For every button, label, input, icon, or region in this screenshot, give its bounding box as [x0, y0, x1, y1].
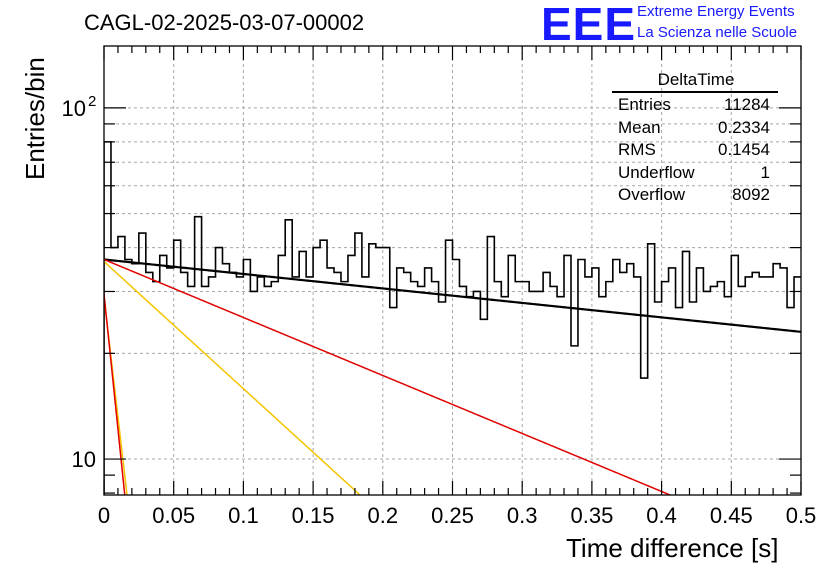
fit-curve-2 — [104, 258, 673, 495]
y-axis-label: Entries/bin — [20, 57, 50, 180]
stat-label: Entries — [618, 95, 671, 114]
stat-row-overflow: Overflow 8092 — [612, 185, 772, 208]
run-title: CAGL-02-2025-03-07-00002 — [84, 10, 365, 35]
x-tick-label: 0.35 — [570, 503, 613, 528]
x-tick-label: 0.5 — [786, 503, 817, 528]
stat-value: 0.2334 — [718, 117, 770, 137]
x-axis-label: Time difference [s] — [566, 533, 779, 563]
histogram-series — [104, 141, 801, 495]
y-tick-label: 10 — [62, 96, 86, 121]
x-tick-label: 0 — [98, 503, 110, 528]
eee-logo: EEE — [541, 0, 637, 50]
stat-value: 11284 — [723, 95, 770, 114]
stat-label: RMS — [618, 140, 656, 160]
y-tick-exponent: 2 — [88, 93, 96, 110]
stats-title: DeltaTime — [612, 70, 778, 93]
stat-label: Overflow — [618, 185, 686, 205]
fit-curve-1 — [104, 258, 801, 333]
stats-box: DeltaTime Entries 11284 Mean 0.2334 RMS … — [612, 70, 778, 208]
stat-value: 1 — [760, 162, 770, 182]
x-tick-label: 0.15 — [292, 503, 335, 528]
stat-row-mean: Mean 0.2334 — [612, 118, 772, 141]
stat-value: 8092 — [732, 185, 770, 205]
x-tick-label: 0.45 — [710, 503, 753, 528]
logo-subtitle-line1: Extreme Energy Events — [637, 3, 795, 20]
logo-subtitle-line2: La Scienza nelle Scuole — [637, 24, 798, 41]
x-tick-label: 0.1 — [228, 503, 259, 528]
x-tick-label: 0.25 — [431, 503, 474, 528]
stat-label: Mean — [618, 117, 661, 137]
stat-label: Underflow — [618, 162, 695, 182]
fit-curve-3 — [104, 261, 362, 495]
x-tick-label: 0.3 — [507, 503, 538, 528]
stat-row-entries: Entries 11284 — [612, 95, 772, 118]
y-tick-label: 10 — [72, 447, 96, 472]
stat-value: 0.1454 — [718, 140, 770, 160]
x-tick-label: 0.05 — [152, 503, 195, 528]
stat-row-underflow: Underflow 1 — [612, 163, 772, 186]
x-tick-label: 0.2 — [368, 503, 399, 528]
fit-curve-5 — [104, 293, 126, 495]
x-tick-label: 0.4 — [646, 503, 677, 528]
stat-row-rms: RMS 0.1454 — [612, 140, 772, 163]
